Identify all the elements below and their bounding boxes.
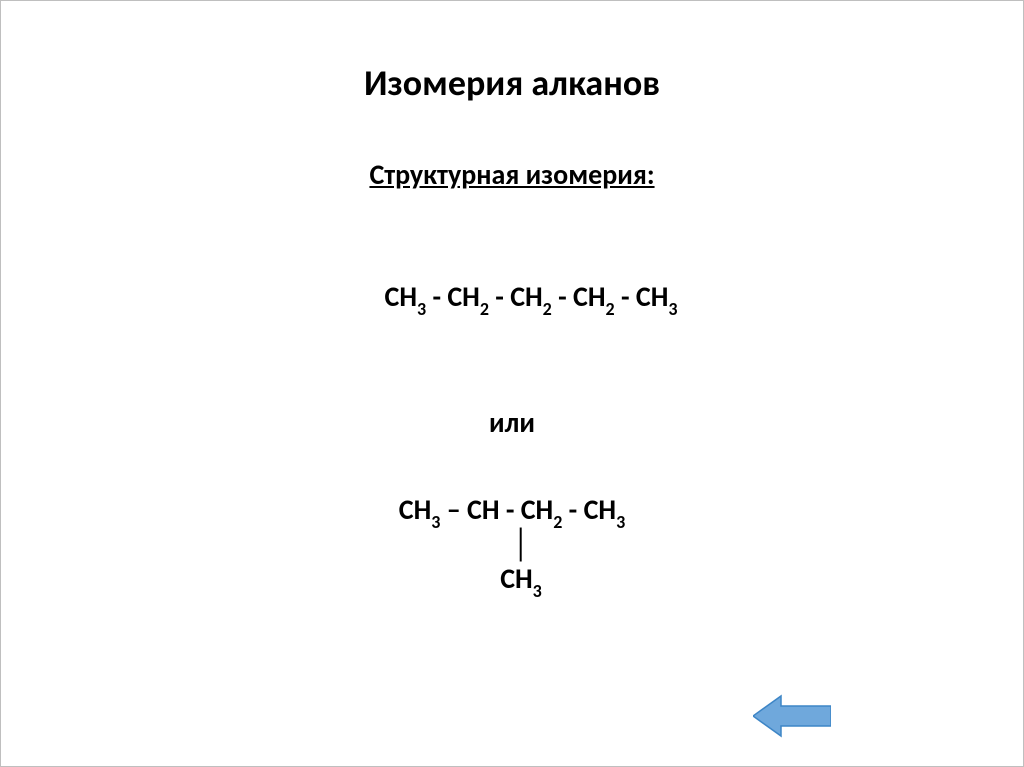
f1-d2: - <box>489 279 510 314</box>
f2-d1: – <box>440 492 467 527</box>
slide-content: Изомерия алканов Структурная изомерия: C… <box>1 61 1023 599</box>
f2-d2: - <box>500 492 521 527</box>
branch-s: 3 <box>533 580 542 602</box>
f1-s1: 3 <box>417 298 426 320</box>
slide-subtitle: Структурная изомерия: <box>1 157 1023 192</box>
branch-g: CH <box>500 561 532 596</box>
slide: Изомерия алканов Структурная изомерия: C… <box>0 0 1024 767</box>
formula-isopentane: CH3 – CH - CH2 - CH3 <box>1 492 1023 531</box>
formula-pentane: CH3 - CH2 - CH2 - CH2 - CH3 <box>1 244 1023 353</box>
f1-g2: CH <box>447 279 479 314</box>
f1-d4: - <box>615 279 636 314</box>
f1-g1: CH <box>385 279 417 314</box>
f2-g3: CH <box>521 492 553 527</box>
f2-s1: 3 <box>431 511 440 533</box>
f1-g4: CH <box>573 279 605 314</box>
f2-s3: 2 <box>553 511 562 533</box>
or-label: или <box>1 405 1023 440</box>
branch-bond: │ <box>1 529 1023 560</box>
f2-s4: 3 <box>616 511 625 533</box>
f2-g4: CH <box>584 492 616 527</box>
branch-ch3: CH3 <box>1 564 1023 599</box>
f1-d3: - <box>552 279 573 314</box>
f2-g1: CH <box>399 492 431 527</box>
f2-g2: CH <box>467 492 499 527</box>
f1-s3: 2 <box>543 298 552 320</box>
arrow-left-icon <box>753 693 831 739</box>
f1-s4: 2 <box>606 298 615 320</box>
f1-d1: - <box>426 279 447 314</box>
f1-s2: 2 <box>480 298 489 320</box>
f1-g3: CH <box>510 279 542 314</box>
f1-g5: CH <box>636 279 668 314</box>
slide-title: Изомерия алканов <box>1 61 1023 105</box>
f1-s5: 3 <box>668 298 677 320</box>
f2-d3: - <box>562 492 583 527</box>
back-arrow-button[interactable] <box>753 693 831 744</box>
